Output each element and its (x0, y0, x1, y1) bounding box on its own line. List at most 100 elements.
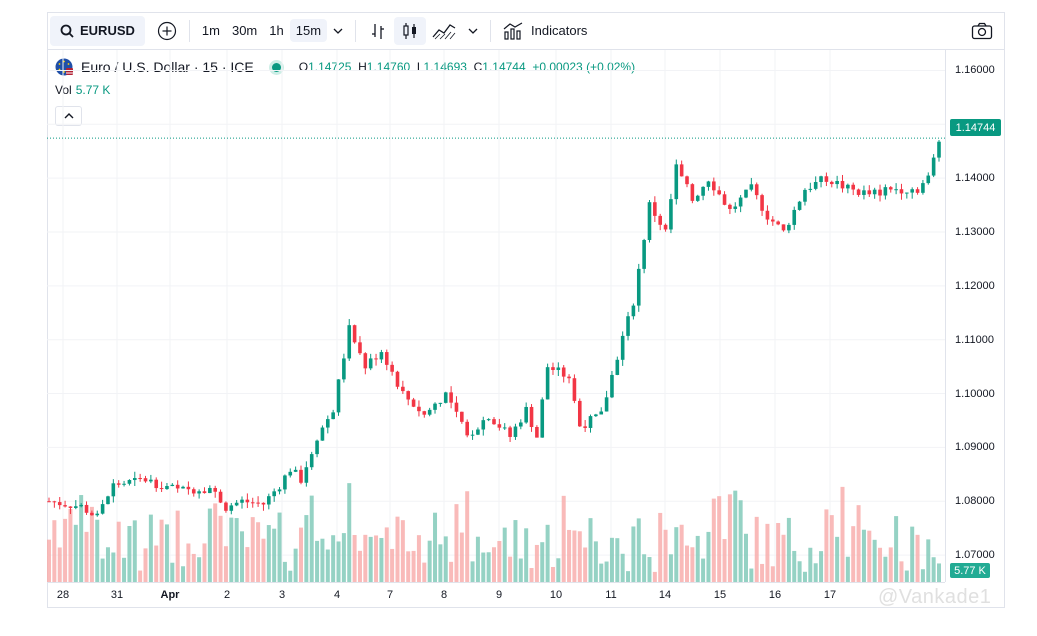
candle-body (149, 479, 153, 482)
candle-body (299, 469, 303, 483)
time-tick-label: 17 (823, 589, 837, 601)
candle-body (229, 505, 234, 511)
candle-body (449, 392, 453, 403)
area-chart-type-button[interactable] (426, 17, 462, 45)
symbol-search[interactable]: EURUSD (50, 15, 145, 46)
candle-body (781, 224, 786, 231)
time-tick-label: 9 (495, 589, 503, 601)
interval-15m[interactable]: 15m (289, 19, 328, 42)
candle-body (910, 189, 914, 193)
candle-body (390, 364, 394, 372)
candle-body (384, 352, 389, 365)
volume-bar (920, 569, 925, 582)
screenshot-button[interactable] (965, 18, 999, 44)
volume-bar (148, 514, 153, 582)
volume-bar (534, 544, 539, 582)
candle-body (422, 411, 427, 415)
time-axis[interactable] (47, 582, 945, 609)
volume-bar (706, 531, 711, 582)
volume-bar (931, 557, 936, 582)
legend-title[interactable]: Euro / U.S. Dollar · 15 · ICE (81, 59, 254, 75)
toolbar-divider (490, 19, 492, 42)
volume-bar (615, 538, 620, 582)
volume-bar (631, 526, 636, 582)
volume-bar (336, 541, 341, 582)
volume-bar (915, 534, 920, 582)
candle-body (218, 491, 223, 503)
volume-bar (808, 547, 813, 582)
time-tick-label: 8 (440, 589, 448, 601)
candle-body (492, 419, 496, 425)
compare-button[interactable] (151, 17, 183, 45)
candle-body (577, 400, 582, 427)
volume-bar (470, 561, 475, 582)
chevron-up-icon (64, 113, 74, 119)
volume-bar (374, 535, 379, 582)
time-tick-label: 15 (713, 589, 727, 601)
candle-body (250, 502, 255, 504)
volume-bar (443, 536, 448, 582)
volume-bar (79, 495, 84, 582)
volume-bar (674, 527, 679, 582)
candle-body (610, 374, 614, 398)
candle-body (438, 402, 443, 404)
interval-dropdown[interactable] (327, 24, 349, 38)
chart-type-dropdown[interactable] (462, 24, 484, 38)
volume-bar (760, 563, 765, 582)
volume-bar (550, 566, 555, 582)
candle-body (695, 195, 700, 201)
volume-bar (679, 524, 684, 582)
volume-bar (438, 544, 443, 582)
candle-body (631, 305, 636, 317)
volume-bar (406, 551, 411, 582)
candle-body (905, 192, 909, 194)
volume-bar (802, 571, 807, 582)
candle-body (368, 358, 373, 369)
candle-body (835, 180, 839, 185)
volume-bar (202, 543, 207, 582)
candles-chart-type-button[interactable] (394, 16, 427, 45)
collapse-legend-button[interactable] (55, 106, 82, 126)
volume-bar (116, 521, 121, 582)
candle-body (401, 386, 405, 392)
volume-bar (572, 530, 577, 582)
toolbar-divider (188, 19, 190, 42)
bars-icon (368, 21, 388, 41)
price-axis[interactable] (945, 50, 1006, 582)
volume-bar (234, 518, 239, 582)
volume-bar (867, 530, 872, 582)
volume-bar (878, 547, 883, 582)
interval-30m[interactable]: 30m (231, 23, 258, 38)
candle-body (701, 186, 705, 196)
volume-bar (845, 556, 850, 582)
volume-bar (540, 542, 545, 582)
volume-bar (143, 548, 148, 582)
candle-body (304, 467, 309, 483)
candle-body (363, 353, 368, 369)
last-price-label: 1.14744 (950, 119, 1001, 136)
volume-bar (390, 548, 395, 582)
volume-bar (384, 527, 389, 582)
candle-body (792, 209, 797, 225)
volume-bar (459, 532, 464, 582)
chevron-down-icon (468, 28, 478, 34)
candle-body (234, 502, 239, 506)
candle-body (454, 402, 459, 412)
interval-1h[interactable]: 1h (269, 23, 284, 38)
indicators-button[interactable]: Indicators (497, 18, 593, 44)
candle-body (320, 427, 325, 441)
volume-bar (604, 561, 609, 582)
interval-1m[interactable]: 1m (201, 23, 220, 38)
volume-bar (52, 520, 57, 582)
candle-body (685, 176, 689, 185)
volume-bar (170, 562, 175, 582)
candle-body (594, 414, 598, 417)
candle-body (325, 419, 330, 428)
volume-bar (652, 571, 657, 582)
time-tick-label: 14 (658, 589, 672, 601)
candle-body (674, 164, 679, 200)
bar-chart-type-button[interactable] (362, 17, 394, 45)
volume-bar (181, 566, 186, 582)
candle-body (529, 406, 534, 427)
